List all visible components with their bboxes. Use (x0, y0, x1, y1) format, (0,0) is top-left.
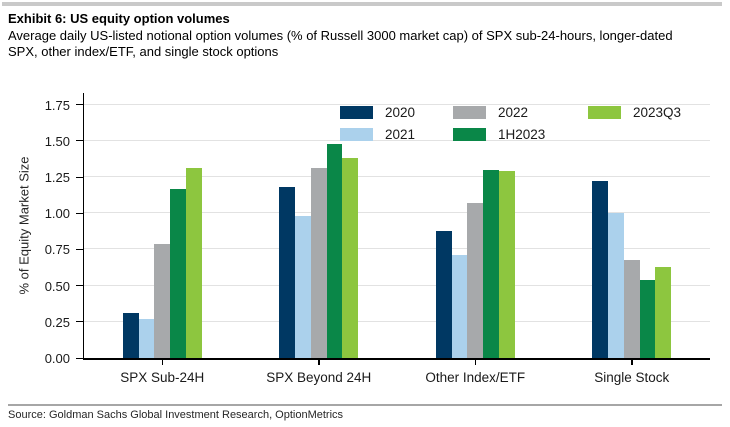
bar-2021 (295, 216, 311, 358)
gridline (84, 139, 710, 141)
bar-2023Q3 (498, 171, 515, 358)
legend-swatch-2022 (453, 106, 486, 119)
x-axis-category-label: SPX Sub-24H (120, 370, 205, 385)
chart-subtitle-line1: Average daily US-listed notional option … (8, 28, 673, 43)
y-axis-tick-label: 1.75 (44, 97, 70, 113)
legend-label-2021: 2021 (385, 127, 416, 142)
x-axis-category-label: SPX Beyond 24H (266, 370, 372, 385)
y-axis-title: % of Equity Market Size (16, 156, 32, 295)
legend-swatch-1H2023 (453, 128, 486, 141)
y-axis-tick (76, 285, 84, 287)
legend-label-1H2023: 1H2023 (498, 127, 546, 142)
y-axis-tick (76, 104, 84, 106)
plot-area: 0.00 0.25 0.50 0.75 1.00 1.25 1.50 1.75 SPX Sub-… (45, 93, 710, 385)
x-axis-tick (474, 359, 476, 365)
y-axis-tick-label: 0.00 (44, 351, 70, 366)
bar-2021 (608, 213, 624, 358)
chart-title: Exhibit 6: US equity option volumes (8, 11, 230, 26)
y-axis-tick-label: 1.25 (44, 170, 70, 185)
legend-item-1H2023: 1H2023 (453, 127, 545, 142)
y-axis-tick (76, 140, 84, 142)
bar-chart: % of Equity Market Size 0.00 0.25 0.50 0.75… (16, 93, 710, 385)
bar-2023Q3 (342, 158, 359, 358)
bar-2022 (623, 259, 640, 358)
bar-2021 (138, 318, 155, 358)
chart-subtitle: Average daily US-listed notional option … (8, 28, 673, 60)
x-axis-tick (631, 359, 633, 365)
legend-item-2020: 2020 (340, 105, 415, 120)
x-axis-tick (318, 359, 320, 365)
gridline (84, 176, 710, 177)
y-axis-tick (76, 321, 84, 323)
bar-2021 (451, 255, 468, 358)
y-axis-tick-label: 0.25 (44, 314, 70, 330)
bar-2022 (154, 243, 171, 358)
legend-label-2022: 2022 (498, 105, 529, 120)
bar-2020 (122, 313, 139, 358)
top-divider (2, 2, 722, 6)
y-axis-tick-label: 0.75 (44, 242, 70, 258)
bar-2023Q3 (655, 266, 672, 358)
y-axis-tick-label: 1.00 (44, 206, 70, 222)
gridline (84, 212, 710, 214)
x-axis-tick (161, 359, 163, 365)
y-axis-tick-label: 0.50 (44, 278, 70, 294)
bar-1H2023 (170, 188, 186, 358)
legend-item-2021: 2021 (340, 127, 415, 142)
legend-label-2020: 2020 (385, 105, 416, 120)
bar-2020 (435, 230, 452, 358)
legend-swatch-2021 (340, 128, 373, 141)
bar-1H2023 (326, 143, 343, 358)
legend-swatch-2023Q3 (588, 106, 621, 119)
legend-item-2023Q3: 2023Q3 (588, 105, 681, 120)
x-axis-category-label: Other Index/ETF (425, 370, 526, 385)
legend-item-2022: 2022 (453, 105, 528, 120)
bar-1H2023 (483, 169, 499, 358)
legend-swatch-2020 (340, 106, 373, 119)
chart-subtitle-line2: SPX, other index/ETF, and single stock o… (8, 44, 279, 59)
bar-2022 (467, 203, 484, 358)
y-axis-tick-label: 1.50 (44, 133, 70, 149)
bar-2020 (592, 181, 609, 358)
bar-2020 (279, 187, 296, 358)
gridline (84, 103, 710, 105)
y-axis-tick (76, 212, 84, 214)
y-axis-tick (76, 176, 84, 178)
gridline (84, 284, 710, 286)
bar-1H2023 (639, 279, 656, 358)
legend-label-2023Q3: 2023Q3 (633, 105, 682, 120)
gridline (84, 248, 710, 250)
source-text: Source: Goldman Sachs Global Investment … (8, 409, 344, 421)
y-axis-tick (76, 357, 84, 359)
gridline (84, 320, 710, 322)
bar-2023Q3 (185, 168, 202, 358)
bar-2022 (310, 168, 327, 358)
source-divider (8, 404, 722, 406)
y-axis-tick (76, 248, 84, 250)
x-axis-category-label: Single Stock (594, 370, 670, 385)
